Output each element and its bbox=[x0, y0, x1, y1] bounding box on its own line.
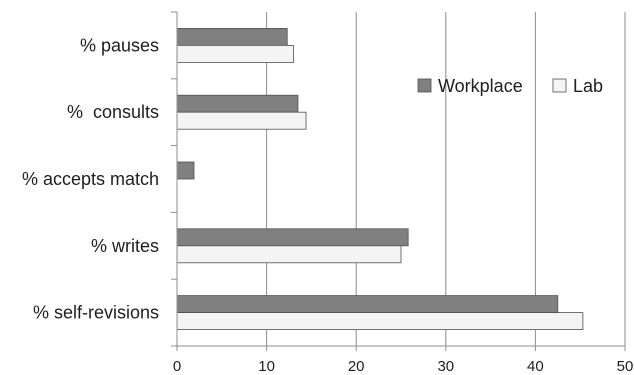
bar-workplace-1 bbox=[176, 94, 299, 113]
bars bbox=[176, 27, 584, 331]
x-tick-labels: 0 10 20 30 40 50 bbox=[173, 358, 634, 375]
bar-workplace-3 bbox=[176, 228, 409, 247]
bar-lab-4 bbox=[176, 312, 584, 331]
bar-workplace-0 bbox=[176, 27, 288, 46]
legend: Workplace Lab bbox=[417, 76, 603, 96]
bar-lab-3 bbox=[176, 245, 402, 264]
category-label: % pauses bbox=[80, 35, 159, 55]
x-tick-label: 40 bbox=[527, 358, 544, 375]
category-label: % self-revisions bbox=[33, 303, 159, 323]
bar-workplace-2 bbox=[176, 161, 195, 180]
x-tick-label: 20 bbox=[348, 358, 365, 375]
bar-lab-0 bbox=[176, 45, 294, 63]
bar-workplace-4 bbox=[176, 295, 559, 314]
category-label: % consults bbox=[67, 102, 159, 122]
legend-swatch-workplace bbox=[417, 78, 432, 93]
x-tick-label: 0 bbox=[173, 358, 181, 375]
x-tick-label: 10 bbox=[258, 358, 275, 375]
legend-label-workplace: Workplace bbox=[438, 76, 523, 96]
category-label: % writes bbox=[91, 236, 159, 256]
gridlines bbox=[266, 12, 626, 346]
legend-label-lab: Lab bbox=[573, 76, 603, 96]
x-tick-label: 50 bbox=[617, 358, 634, 375]
legend-swatch-lab bbox=[552, 78, 567, 93]
category-label: % accepts match bbox=[22, 169, 159, 189]
axes bbox=[171, 11, 626, 351]
bar-lab-1 bbox=[176, 111, 307, 130]
x-tick-label: 30 bbox=[437, 358, 454, 375]
category-labels: % pauses % consults % accepts match % write… bbox=[22, 35, 159, 322]
